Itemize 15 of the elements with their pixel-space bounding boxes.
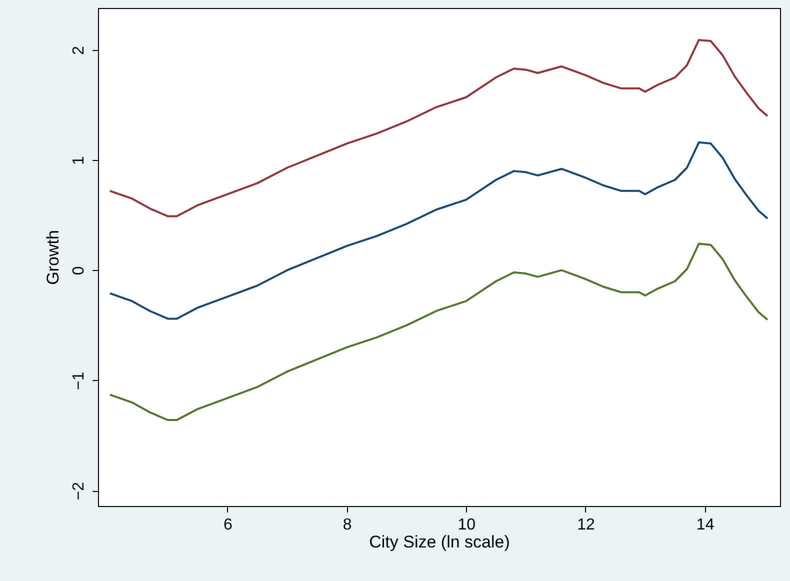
line-series xyxy=(108,38,768,218)
x-tick-label: 14 xyxy=(696,516,714,534)
x-tick-label: 12 xyxy=(577,516,595,534)
y-axis-title: Growth xyxy=(44,230,62,285)
y-tick-label: 2 xyxy=(70,46,88,55)
y-tick-label: −1 xyxy=(70,372,88,390)
y-tick-label: −2 xyxy=(70,482,88,500)
x-axis-title: City Size (ln scale) xyxy=(369,532,510,552)
x-tick-label: 6 xyxy=(224,516,233,534)
y-tick-label: 0 xyxy=(70,266,88,276)
x-tick-label: 10 xyxy=(458,516,476,534)
line-series xyxy=(108,141,768,320)
line-series xyxy=(108,242,768,422)
x-tick-label: 8 xyxy=(342,516,352,534)
y-tick-label: 1 xyxy=(70,156,88,165)
